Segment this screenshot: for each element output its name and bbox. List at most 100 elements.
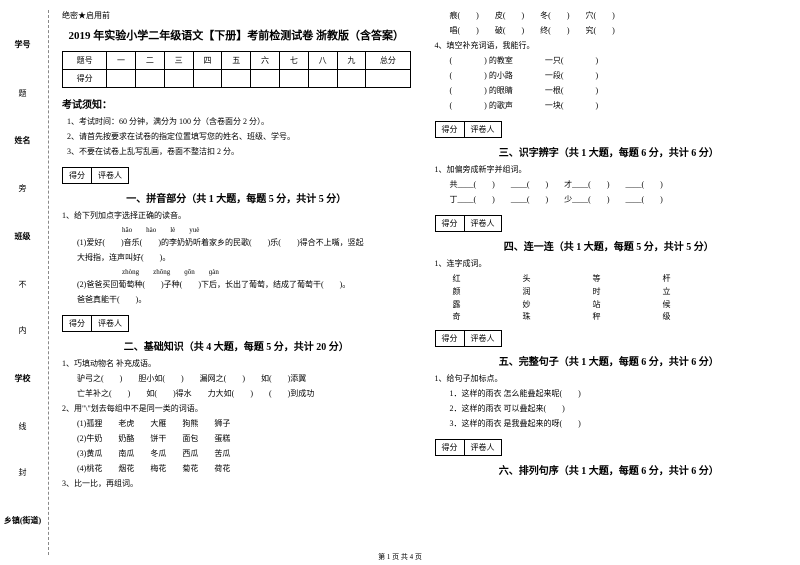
section-4-title: 四、连一连（共 1 大题，每题 5 分，共计 5 分）: [435, 238, 784, 253]
main-content: 绝密★启用前 2019 年实验小学二年级语文【下册】考前检测试卷 浙教版（含答案…: [45, 0, 800, 565]
q2-1: 1、巧填动物名 补充成语。: [62, 358, 411, 370]
section-5-title: 五、完整句子（共 1 大题，每题 6 分，共计 6 分）: [435, 353, 784, 368]
score-label: 得分: [436, 440, 465, 455]
side-vert-3: 内: [17, 326, 28, 334]
char-item: 级: [663, 311, 733, 324]
q4-text: 4、填空补充词语，我能行。: [435, 40, 784, 52]
char-item: 等: [593, 273, 663, 286]
q4-1: 1、连字成词。: [435, 258, 784, 270]
blank-row: ( ) 的眼睛 一根( ): [435, 85, 784, 97]
char-item: 颜: [453, 286, 523, 299]
score-table: 题号 一 二 三 四 五 六 七 八 九 总分 得分: [62, 51, 411, 88]
reviewer-label: 评卷人: [465, 440, 501, 455]
cell[interactable]: [193, 70, 222, 88]
q3-line: 共____( ) ____( ) 才____( ) ____( ): [435, 179, 784, 191]
q2-group: (1)孤狸 老虎 大雁 狗熊 狮子: [62, 418, 411, 430]
cell: 一: [107, 52, 136, 70]
char-item: 时: [593, 286, 663, 299]
q2-group: (2)牛奶 奶酪 饼干 面包 蛋糕: [62, 433, 411, 445]
cell: 得分: [63, 70, 107, 88]
char-item: 润: [523, 286, 593, 299]
blank-row: ( ) 的歌声 一块( ): [435, 100, 784, 112]
side-label-banji: 班级: [15, 231, 31, 242]
cell[interactable]: [279, 70, 308, 88]
notice-item: 2、请首先按要求在试卷的指定位置填写您的姓名、班级、学号。: [62, 131, 411, 142]
reviewer-label: 评卷人: [465, 216, 501, 231]
cell[interactable]: [222, 70, 251, 88]
q2-line: 驴弓之( ) 胆小如( ) 漏网之( ) 如( )添翼: [62, 373, 411, 385]
char-item: 杆: [663, 273, 733, 286]
score-label: 得分: [436, 122, 465, 137]
side-label-jiedao: 乡镇(街道): [4, 515, 41, 526]
left-column: 绝密★启用前 2019 年实验小学二年级语文【下册】考前检测试卷 浙教版（含答案…: [50, 10, 423, 555]
char-item: 秤: [593, 311, 663, 324]
side-vert-4: 线: [17, 422, 28, 430]
side-label-xuehao: 学号: [15, 39, 31, 50]
score-label: 得分: [436, 216, 465, 231]
table-row: 题号 一 二 三 四 五 六 七 八 九 总分: [63, 52, 411, 70]
cell: 二: [135, 52, 164, 70]
cell: 五: [222, 52, 251, 70]
cell[interactable]: [366, 70, 410, 88]
pinyin-line: hǎo hào lè yuè: [62, 225, 411, 235]
reviewer-label: 评卷人: [465, 122, 501, 137]
q2-line: 亡羊补之( ) 如( )得水 力大如( ) ( )到成功: [62, 388, 411, 400]
char-item: 头: [523, 273, 593, 286]
cell: 三: [164, 52, 193, 70]
section-2-title: 二、基础知识（共 4 大题，每题 5 分，共计 20 分）: [62, 338, 411, 353]
notice-item: 1、考试时间：60 分钟，满分为 100 分（含卷面分 2 分）。: [62, 116, 411, 127]
score-label: 得分: [63, 168, 92, 183]
cell[interactable]: [337, 70, 366, 88]
reviewer-label: 评卷人: [465, 331, 501, 346]
side-vert-2: 不: [17, 280, 28, 288]
blank-row: ( ) 的小路 一段( ): [435, 70, 784, 82]
section-3-title: 三、识字辨字（共 1 大题，每题 6 分，共计 6 分）: [435, 144, 784, 159]
section-box: 得分 评卷人: [435, 215, 502, 232]
cell[interactable]: [164, 70, 193, 88]
cell[interactable]: [135, 70, 164, 88]
q3-1: 1、加偏旁成新字并组词。: [435, 164, 784, 176]
page-footer: 第 1 页 共 4 页: [0, 552, 800, 562]
q2-group: (4)桃花 烟花 梅花 菊花 荷花: [62, 463, 411, 475]
reviewer-label: 评卷人: [92, 168, 128, 183]
cell: 题号: [63, 52, 107, 70]
char-row: 痕( ) 皮( ) 冬( ) 穴( ): [435, 10, 784, 22]
q1-line4: 爸爸真能干( )。: [62, 294, 411, 306]
cell: 六: [251, 52, 280, 70]
q5-line: 1．这样的雨衣 怎么能叠起来呢( ): [435, 388, 784, 400]
pinyin-line: zhòng zhǒng ɡōn ɡàn: [62, 267, 411, 277]
cell[interactable]: [251, 70, 280, 88]
char-row: 唱( ) 破( ) 终( ) 究( ): [435, 25, 784, 37]
side-label-xingming: 姓名: [15, 135, 31, 146]
q5-line: 2．这样的雨衣 可以叠起来( ): [435, 403, 784, 415]
section-box: 得分 评卷人: [62, 167, 129, 184]
exam-title: 2019 年实验小学二年级语文【下册】考前检测试卷 浙教版（含答案）: [62, 27, 411, 43]
right-column: 痕( ) 皮( ) 冬( ) 穴( ) 唱( ) 破( ) 终( ) 究( ) …: [423, 10, 796, 555]
side-vert-5: 封: [17, 468, 28, 476]
char-item: 珠: [523, 311, 593, 324]
q2-2: 2、用"\"划去每组中不是同一类的词语。: [62, 403, 411, 415]
side-vert-0: 题: [17, 89, 28, 97]
cell: 四: [193, 52, 222, 70]
q2-3: 3、比一比，再组词。: [62, 478, 411, 490]
cell: 八: [308, 52, 337, 70]
char-grid: 红 头 等 杆 颜 润 时 立 露 妙 站 候 奇 珠 秤 级: [435, 273, 784, 324]
notice-title: 考试须知：: [62, 96, 411, 111]
score-label: 得分: [436, 331, 465, 346]
score-label: 得分: [63, 316, 92, 331]
section-box: 得分 评卷人: [435, 121, 502, 138]
reviewer-label: 评卷人: [92, 316, 128, 331]
char-item: 候: [663, 299, 733, 312]
char-item: 红: [453, 273, 523, 286]
cell[interactable]: [107, 70, 136, 88]
side-vert-1: 旁: [17, 184, 28, 192]
char-item: 奇: [453, 311, 523, 324]
section-6-title: 六、排列句序（共 1 大题，每题 6 分，共计 6 分）: [435, 462, 784, 477]
side-fold-line: [48, 10, 49, 555]
section-box: 得分 评卷人: [435, 439, 502, 456]
q3-line: 丁____( ) ____( ) 少____( ) ____( ): [435, 194, 784, 206]
section-box: 得分 评卷人: [435, 330, 502, 347]
cell[interactable]: [308, 70, 337, 88]
table-row: 得分: [63, 70, 411, 88]
section-box: 得分 评卷人: [62, 315, 129, 332]
